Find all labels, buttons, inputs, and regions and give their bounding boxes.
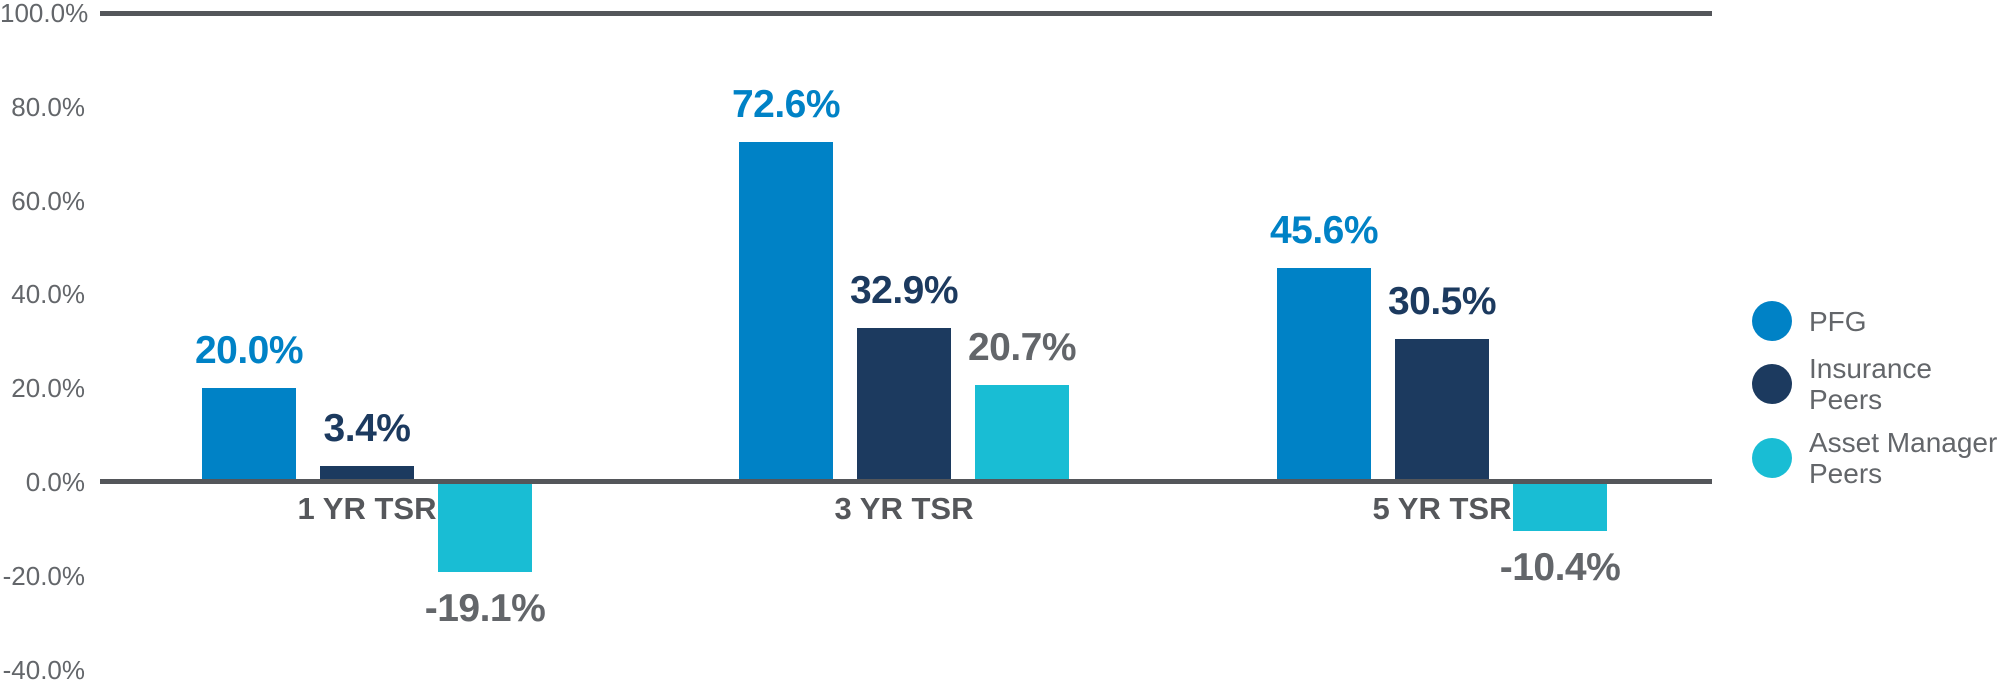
y-axis-tick: 100.0%	[0, 0, 89, 28]
x-axis-label-1-yr-tsr: 1 YR TSR	[297, 491, 437, 526]
bar-pfg-1-yr-tsr	[202, 388, 296, 482]
y-axis-tick: -20.0%	[2, 560, 85, 591]
value-label-asset-manager-peers-1-yr-tsr: -19.1%	[424, 586, 546, 630]
value-label-insurance-peers-1-yr-tsr: 3.4%	[323, 407, 411, 451]
legend-label: Insurance Peers	[1809, 353, 1932, 415]
legend-label: Asset Manager Peers	[1809, 427, 1998, 489]
x-axis-label-3-yr-tsr: 3 YR TSR	[834, 491, 974, 526]
legend-label: PFG	[1809, 305, 1867, 337]
gridline-100-percent	[100, 11, 1712, 16]
x-axis-label-5-yr-tsr: 5 YR TSR	[1372, 491, 1512, 526]
legend-item-insurance-peers: Insurance Peers	[1752, 353, 1997, 415]
y-axis-tick: 20.0%	[11, 373, 85, 404]
x-axis-zero-line	[100, 479, 1712, 484]
value-label-asset-manager-peers-5-yr-tsr: -10.4%	[1499, 545, 1621, 589]
y-axis-tick: 80.0%	[11, 91, 85, 122]
y-axis-tick: 0.0%	[25, 467, 85, 497]
legend-swatch-asset-manager-peers	[1752, 438, 1792, 478]
value-label-insurance-peers-3-yr-tsr: 32.9%	[849, 268, 959, 312]
legend-swatch-pfg	[1752, 301, 1792, 341]
value-label-pfg-3-yr-tsr: 72.6%	[731, 82, 841, 126]
legend-item-pfg: PFG	[1752, 301, 1997, 341]
bar-insurance-peers-5-yr-tsr	[1395, 338, 1489, 482]
value-label-insurance-peers-5-yr-tsr: 30.5%	[1387, 279, 1497, 323]
value-label-pfg-5-yr-tsr: 45.6%	[1269, 209, 1379, 253]
y-axis-tick: 40.0%	[11, 279, 85, 310]
value-label-pfg-1-yr-tsr: 20.0%	[194, 329, 304, 373]
bar-insurance-peers-3-yr-tsr	[857, 327, 951, 482]
bar-pfg-3-yr-tsr	[739, 141, 833, 482]
bar-asset-manager-peers-3-yr-tsr	[975, 384, 1069, 482]
bar-asset-manager-peers-5-yr-tsr	[1513, 482, 1607, 531]
bar-asset-manager-peers-1-yr-tsr	[438, 482, 532, 572]
legend-swatch-insurance-peers	[1752, 364, 1792, 404]
bar-pfg-5-yr-tsr	[1277, 268, 1371, 482]
y-axis-tick: 60.0%	[11, 185, 85, 216]
value-label-asset-manager-peers-3-yr-tsr: 20.7%	[967, 325, 1077, 369]
bar-insurance-peers-1-yr-tsr	[320, 466, 414, 482]
y-axis-tick: -40.0%	[2, 654, 85, 685]
legend-item-asset-manager-peers: Asset Manager Peers	[1752, 427, 1997, 489]
legend: PFG Insurance Peers Asset Manager Peers	[1752, 301, 1997, 489]
